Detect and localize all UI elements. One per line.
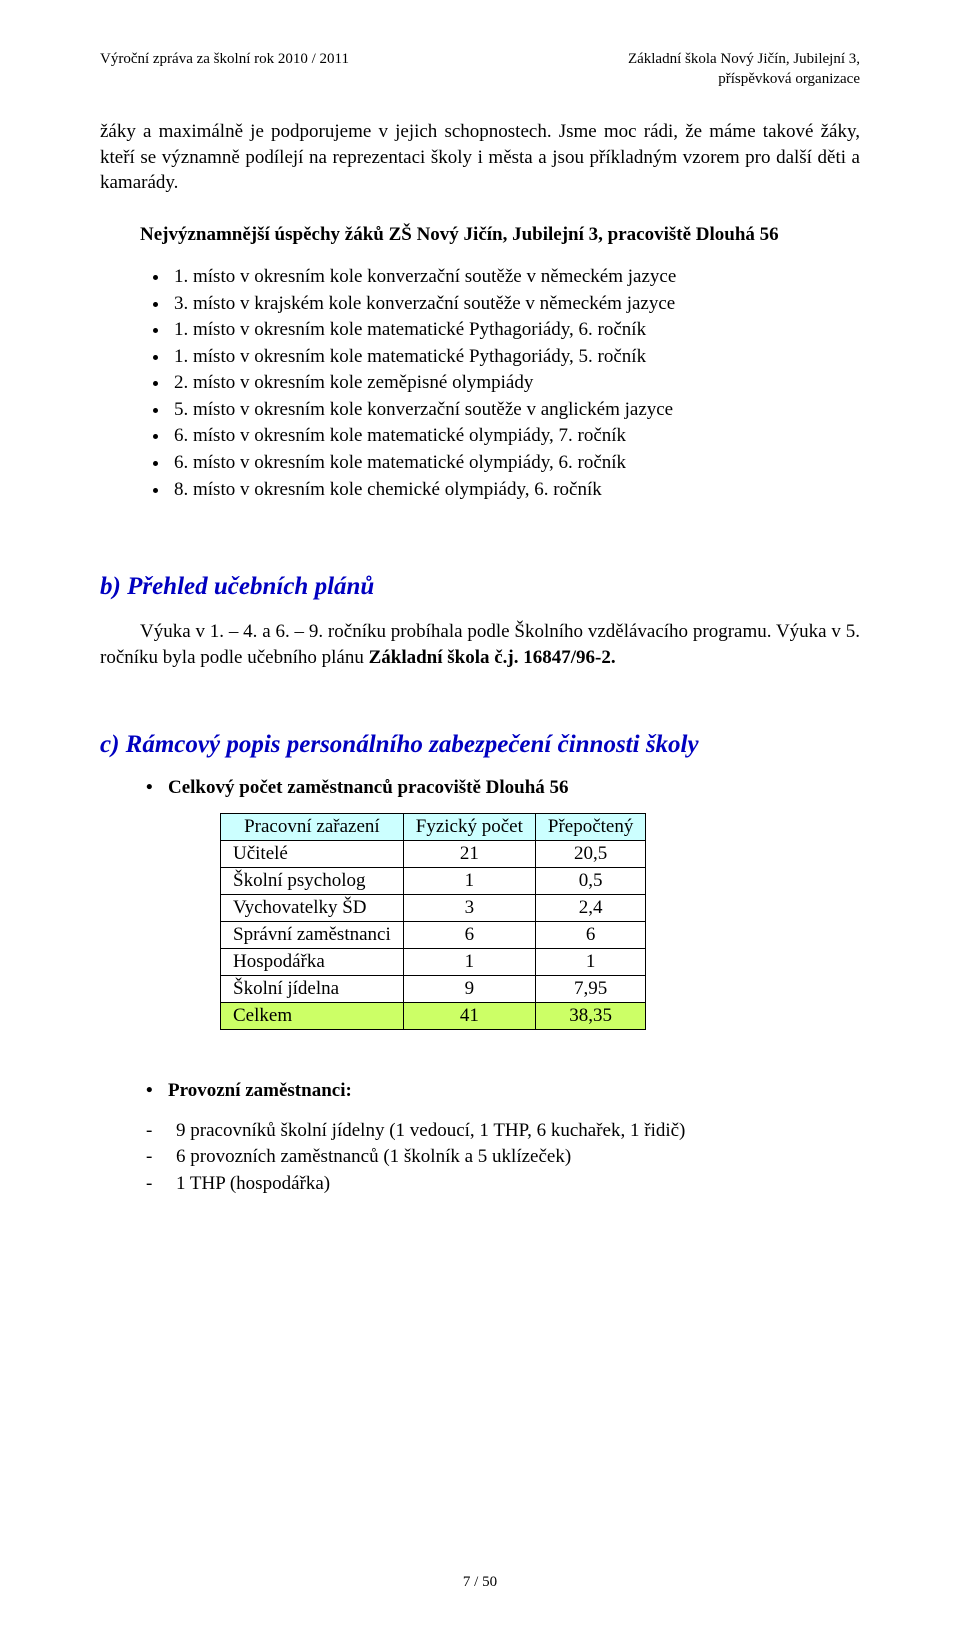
- list-item: - 9 pracovníků školní jídelny (1 vedoucí…: [146, 1118, 860, 1145]
- list-item: 3. místo v krajském kole konverzační sou…: [170, 291, 860, 318]
- list-item: 2. místo v okresním kole zeměpisné olymp…: [170, 370, 860, 397]
- list-item: 1. místo v okresním kole matematické Pyt…: [170, 344, 860, 371]
- section-b-heading: b) Přehled učebních plánů: [100, 573, 860, 601]
- bullet-dot-icon: •: [146, 1080, 168, 1102]
- cell: 1: [403, 867, 535, 894]
- list-text: 1 THP (hospodářka): [176, 1171, 330, 1198]
- cell: Správní zaměstnanci: [221, 921, 404, 948]
- table-row: Vychovatelky ŠD 3 2,4: [221, 894, 646, 921]
- bullet-dot-icon: •: [146, 777, 168, 799]
- page-header: Výroční zpráva za školní rok 2010 / 2011…: [100, 50, 860, 89]
- cell: 0,5: [535, 867, 645, 894]
- section-c-heading: c) Rámcový popis personálního zabezpečen…: [100, 731, 860, 759]
- header-right-line1: Základní škola Nový Jičín, Jubilejní 3,: [628, 50, 860, 70]
- cell: 6: [535, 921, 645, 948]
- table-row: Školní psycholog 1 0,5: [221, 867, 646, 894]
- cell: Školní jídelna: [221, 975, 404, 1002]
- cell: 2,4: [535, 894, 645, 921]
- section-c-bullet-row: • Celkový počet zaměstnanců pracoviště D…: [146, 777, 860, 799]
- list-item: 5. místo v okresním kole konverzační sou…: [170, 397, 860, 424]
- staff-table: Pracovní zařazení Fyzický počet Přepočte…: [220, 813, 646, 1030]
- table-row: Školní jídelna 9 7,95: [221, 975, 646, 1002]
- ops-list: - 9 pracovníků školní jídelny (1 vedoucí…: [146, 1118, 860, 1198]
- col-header-text: Fyzický počet: [416, 816, 523, 838]
- list-text: 6 provozních zaměstnanců (1 školník a 5 …: [176, 1144, 571, 1171]
- cell: Školní psycholog: [221, 867, 404, 894]
- cell: Hospodářka: [221, 948, 404, 975]
- cell: 7,95: [535, 975, 645, 1002]
- intro-paragraph: žáky a maximálně je podporujeme v jejich…: [100, 119, 860, 196]
- header-right: Základní škola Nový Jičín, Jubilejní 3, …: [628, 50, 860, 89]
- table-total-row: Celkem 41 38,35: [221, 1002, 646, 1029]
- list-item: 6. místo v okresním kole matematické oly…: [170, 450, 860, 477]
- list-item: 1. místo v okresním kole matematické Pyt…: [170, 317, 860, 344]
- page: Výroční zpráva za školní rok 2010 / 2011…: [0, 0, 960, 1627]
- cell: 1: [403, 948, 535, 975]
- cell: 41: [403, 1002, 535, 1029]
- table-row: Správní zaměstnanci 6 6: [221, 921, 646, 948]
- table-header-row: Pracovní zařazení Fyzický počet Přepočte…: [221, 813, 646, 840]
- col-header: Fyzický počet: [403, 813, 535, 840]
- col-header: Přepočtený: [535, 813, 645, 840]
- cell: 6: [403, 921, 535, 948]
- page-footer: 7 / 50: [0, 1574, 960, 1591]
- ops-bullet: Provozní zaměstnanci:: [168, 1080, 352, 1102]
- table-row: Učitelé 21 20,5: [221, 840, 646, 867]
- cell: 38,35: [535, 1002, 645, 1029]
- list-item: - 1 THP (hospodářka): [146, 1171, 860, 1198]
- dash-icon: -: [146, 1144, 176, 1171]
- header-right-line2: příspěvková organizace: [628, 70, 860, 90]
- cell: Vychovatelky ŠD: [221, 894, 404, 921]
- list-item: 1. místo v okresním kole konverzační sou…: [170, 264, 860, 291]
- section-b-plan: Základní škola č.j. 16847/96-2.: [369, 647, 616, 668]
- list-item: 8. místo v okresním kole chemické olympi…: [170, 477, 860, 504]
- achievements-title: Nejvýznamnější úspěchy žáků ZŠ Nový Jičí…: [100, 224, 860, 246]
- section-b-paragraph: Výuka v 1. – 4. a 6. – 9. ročníku probíh…: [100, 619, 860, 670]
- ops-bullet-row: • Provozní zaměstnanci:: [146, 1080, 860, 1102]
- dash-icon: -: [146, 1171, 176, 1198]
- cell: Celkem: [221, 1002, 404, 1029]
- list-text: 9 pracovníků školní jídelny (1 vedoucí, …: [176, 1118, 685, 1145]
- section-c-bullet: Celkový počet zaměstnanců pracoviště Dlo…: [168, 777, 569, 799]
- dash-icon: -: [146, 1118, 176, 1145]
- cell: 21: [403, 840, 535, 867]
- cell: Učitelé: [221, 840, 404, 867]
- achievements-list: 1. místo v okresním kole konverzační sou…: [100, 264, 860, 503]
- list-item: 6. místo v okresním kole matematické oly…: [170, 423, 860, 450]
- cell: 9: [403, 975, 535, 1002]
- header-left: Výroční zpráva za školní rok 2010 / 2011: [100, 50, 349, 89]
- cell: 1: [535, 948, 645, 975]
- cell: 20,5: [535, 840, 645, 867]
- list-item: - 6 provozních zaměstnanců (1 školník a …: [146, 1144, 860, 1171]
- col-header: Pracovní zařazení: [221, 813, 404, 840]
- cell: 3: [403, 894, 535, 921]
- table-row: Hospodářka 1 1: [221, 948, 646, 975]
